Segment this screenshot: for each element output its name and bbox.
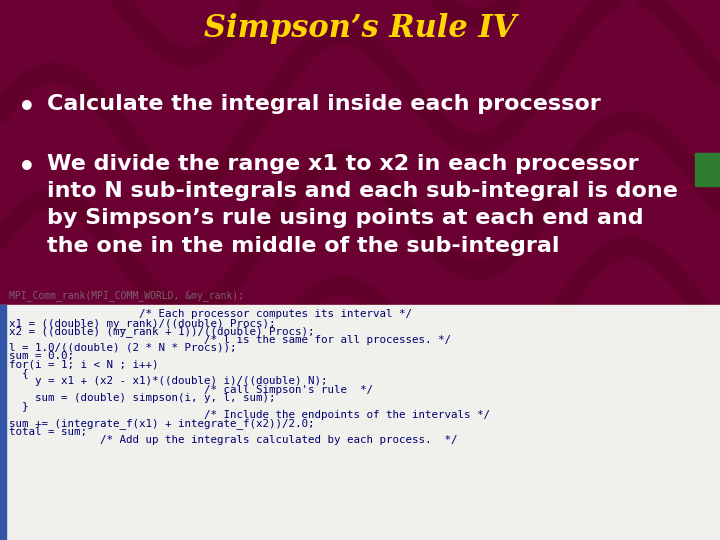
Text: /* Add up the integrals calculated by each process.  */: /* Add up the integrals calculated by ea… <box>9 435 457 445</box>
Text: {: { <box>9 368 28 378</box>
Text: •: • <box>18 154 36 182</box>
Text: Simpson’s Rule IV: Simpson’s Rule IV <box>204 14 516 44</box>
Text: x1 = ((double) my_rank)/((double) Procs);: x1 = ((double) my_rank)/((double) Procs)… <box>9 318 275 329</box>
Text: /* l is the same for all processes. */: /* l is the same for all processes. */ <box>9 334 451 345</box>
Text: sum += (integrate_f(x1) + integrate_f(x2))/2.0;: sum += (integrate_f(x1) + integrate_f(x2… <box>9 418 314 429</box>
Text: •: • <box>18 94 36 123</box>
Text: MPI_Comm_rank(MPI_COMM_WORLD, &my_rank);: MPI_Comm_rank(MPI_COMM_WORLD, &my_rank); <box>9 290 243 301</box>
Text: /* call Simpson's rule  */: /* call Simpson's rule */ <box>9 384 373 395</box>
Text: total = sum;: total = sum; <box>9 427 86 437</box>
Text: sum = (double) simpson(i, y, l, sum);: sum = (double) simpson(i, y, l, sum); <box>9 393 275 403</box>
Text: y = x1 + (x2 - x1)*((double) i)/((double) N);: y = x1 + (x2 - x1)*((double) i)/((double… <box>9 376 327 387</box>
Text: x2 = ((double) (my_rank + 1))/((double) Procs);: x2 = ((double) (my_rank + 1))/((double) … <box>9 326 314 337</box>
Text: We divide the range x1 to x2 in each processor
into N sub-integrals and each sub: We divide the range x1 to x2 in each pro… <box>47 154 678 255</box>
Text: }: } <box>9 402 28 411</box>
Bar <box>0 305 720 540</box>
Text: for(i = 1; i < N ; i++): for(i = 1; i < N ; i++) <box>9 360 158 370</box>
Text: /* Include the endpoints of the intervals */: /* Include the endpoints of the interval… <box>9 410 490 420</box>
Text: l = 1.0/((double) (2 * N * Procs));: l = 1.0/((double) (2 * N * Procs)); <box>9 343 236 353</box>
Bar <box>0 305 6 540</box>
Text: sum = 0.0;: sum = 0.0; <box>9 352 73 361</box>
Bar <box>695 153 720 186</box>
Text: /* Each processor computes its interval */: /* Each processor computes its interval … <box>9 309 412 320</box>
Text: Calculate the integral inside each processor: Calculate the integral inside each proce… <box>47 94 600 114</box>
